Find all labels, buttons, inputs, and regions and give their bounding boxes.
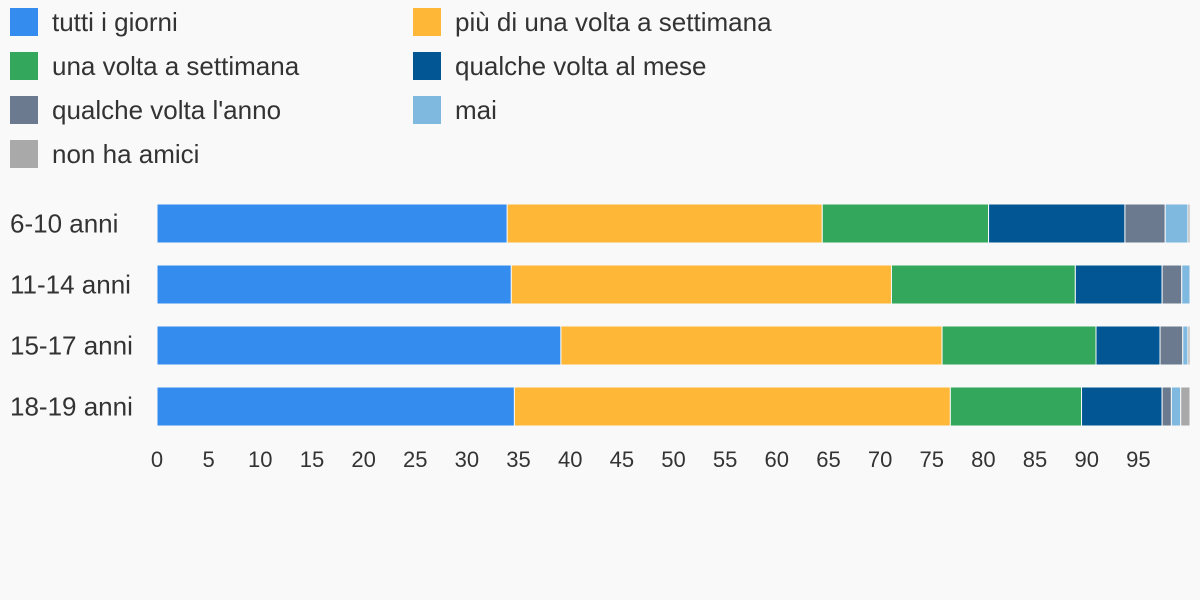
bar-segment[interactable] (1161, 386, 1172, 427)
bar-segment[interactable] (560, 325, 943, 366)
legend-label: una volta a settimana (52, 51, 300, 81)
x-tick-label: 5 (203, 447, 215, 472)
bars-group (156, 203, 1191, 427)
x-tick-label: 40 (558, 447, 582, 472)
legend-swatch (10, 8, 38, 36)
category-label: 15-17 anni (10, 331, 133, 361)
bar-segment[interactable] (941, 325, 1097, 366)
legend-swatch (413, 96, 441, 124)
legend-item[interactable]: una volta a settimana (10, 52, 413, 80)
legend-item[interactable]: mai (413, 96, 816, 124)
x-axis: 0 5 10 15 20 25 30 35 40 45 50 55 60 65 70 75 80 85 90 95 (151, 447, 1151, 472)
x-tick-label: 25 (403, 447, 427, 472)
bar-segment[interactable] (1095, 325, 1161, 366)
x-tick-label: 70 (868, 447, 892, 472)
x-tick-label: 30 (455, 447, 479, 472)
legend-swatch (10, 140, 38, 168)
bar-segment[interactable] (156, 325, 562, 366)
legend-item[interactable]: più di una volta a settimana (413, 8, 816, 36)
legend-swatch (413, 8, 441, 36)
legend-label: qualche volta al mese (455, 51, 707, 81)
x-tick-label: 65 (816, 447, 840, 472)
bar-segment[interactable] (513, 386, 951, 427)
bar-segment[interactable] (1182, 325, 1189, 366)
bar-segment[interactable] (1187, 325, 1191, 366)
x-tick-label: 0 (151, 447, 163, 472)
bar-segment[interactable] (1187, 203, 1191, 244)
x-tick-label: 75 (920, 447, 944, 472)
x-tick-label: 20 (351, 447, 375, 472)
legend-label: non ha amici (52, 139, 200, 169)
x-tick-label: 35 (506, 447, 530, 472)
bar-segment[interactable] (890, 264, 1076, 305)
bar-segment[interactable] (1161, 264, 1183, 305)
bar-segment[interactable] (1181, 264, 1191, 305)
x-tick-label: 15 (300, 447, 324, 472)
x-tick-label: 90 (1074, 447, 1098, 472)
bar-segment[interactable] (156, 386, 515, 427)
x-tick-label: 80 (971, 447, 995, 472)
legend-item[interactable]: qualche volta al mese (413, 52, 816, 80)
legend-swatch (10, 96, 38, 124)
bar-segment[interactable] (1164, 203, 1189, 244)
bar-segment[interactable] (1074, 264, 1163, 305)
x-tick-label: 95 (1126, 447, 1150, 472)
legend-item[interactable]: tutti i giorni (10, 8, 413, 36)
legend-label: mai (455, 95, 497, 125)
legend-swatch (413, 52, 441, 80)
bar-segment[interactable] (1081, 386, 1163, 427)
x-tick-label: 85 (1023, 447, 1047, 472)
x-tick-label: 10 (248, 447, 272, 472)
legend-item[interactable]: qualche volta l'anno (10, 96, 413, 124)
legend-label: più di una volta a settimana (455, 7, 772, 37)
legend-label: qualche volta l'anno (52, 95, 282, 125)
category-label: 18-19 anni (10, 392, 133, 422)
x-tick-label: 45 (610, 447, 634, 472)
bar-segment[interactable] (988, 203, 1126, 244)
bar-segment[interactable] (156, 264, 512, 305)
legend-swatch (10, 52, 38, 80)
legend-label: tutti i giorni (52, 7, 178, 37)
bar-segment[interactable] (510, 264, 892, 305)
category-label: 11-14 anni (10, 270, 131, 300)
x-tick-label: 60 (765, 447, 789, 472)
bar-segment[interactable] (1159, 325, 1184, 366)
category-label: 6-10 anni (10, 209, 118, 239)
bar-segment[interactable] (506, 203, 823, 244)
bar-segment[interactable] (1180, 386, 1191, 427)
x-tick-label: 50 (661, 447, 685, 472)
category-labels: 6-10 anni 11-14 anni 15-17 anni 18-19 anni (10, 209, 133, 422)
bar-segment[interactable] (156, 203, 508, 244)
bar-segment[interactable] (1170, 386, 1182, 427)
bar-segment[interactable] (949, 386, 1083, 427)
legend-item[interactable]: non ha amici (10, 140, 413, 168)
x-tick-label: 55 (713, 447, 737, 472)
bar-segment[interactable] (1124, 203, 1166, 244)
bar-segment[interactable] (821, 203, 990, 244)
chart-legend: tutti i giorni più di una volta a settima… (10, 8, 830, 168)
